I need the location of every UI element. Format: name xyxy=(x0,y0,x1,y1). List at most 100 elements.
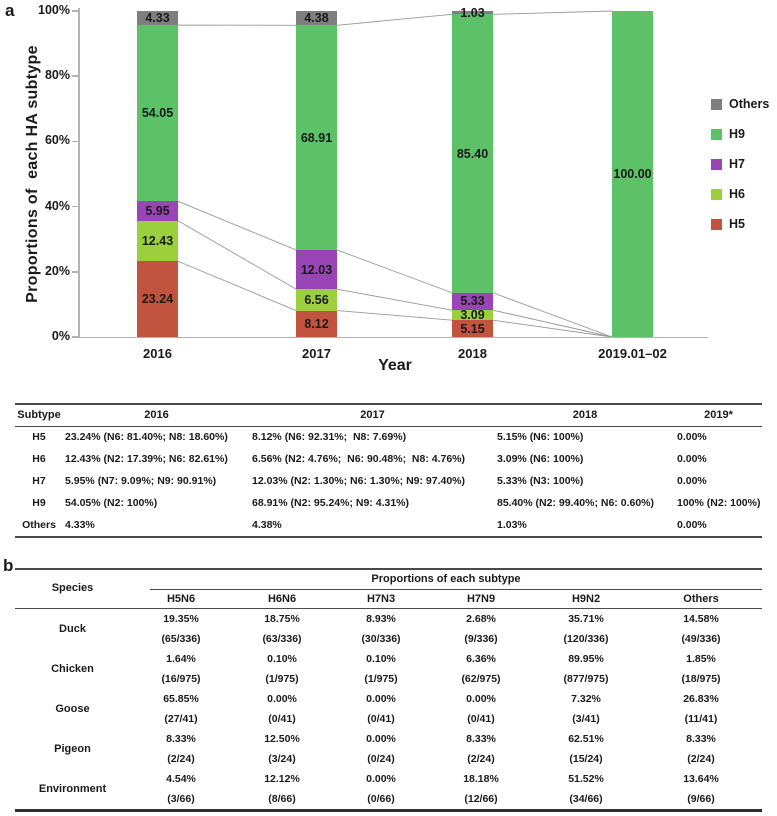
count-cell: (0/41) xyxy=(367,713,395,725)
legend-swatch-h9 xyxy=(711,129,722,140)
percent-cell: 19.35% xyxy=(163,613,199,625)
count-cell: (3/66) xyxy=(167,793,195,805)
count-cell: (12/66) xyxy=(464,793,498,805)
bar-segment-label: 54.05 xyxy=(141,106,174,121)
species-cell: Goose xyxy=(55,703,90,715)
legend-label: Others xyxy=(729,97,770,112)
species-cell: Environment xyxy=(38,783,107,795)
percent-cell: 0.00% xyxy=(366,693,396,705)
legend-label: H9 xyxy=(729,127,745,142)
bar-segment-h6 xyxy=(452,310,493,321)
value-cell: 0.00% xyxy=(677,475,707,487)
bar-segment-label: 8.12 xyxy=(304,316,329,331)
percent-cell: 6.36% xyxy=(466,653,496,665)
table-a-top-rule xyxy=(15,403,762,405)
subtype-column-header-cell: H7N9 xyxy=(466,592,496,605)
connector-line xyxy=(492,309,613,338)
percent-cell: 8.33% xyxy=(466,733,496,745)
count-cell: (8/66) xyxy=(268,793,296,805)
connector-line xyxy=(336,288,453,311)
value-cell: 5.33% (N3: 100%) xyxy=(497,475,584,487)
percent-cell: 26.83% xyxy=(683,693,719,705)
table-a-header-row: Subtype 2016 2017 2018 2019* xyxy=(15,405,762,425)
value-cell: 6.56% (N2: 4.76%; N6: 90.48%; N8: 4.76%) xyxy=(252,453,466,465)
connector-line xyxy=(492,292,613,338)
count-cell: (120/336) xyxy=(563,633,609,645)
table-row: Duck 19.35% 18.75% 8.93% 2.68% 35.71% 14.58% (6… xyxy=(15,609,762,649)
count-cell: (3/24) xyxy=(268,753,296,765)
table-a-header-rule xyxy=(15,425,762,427)
bar-segment-h7 xyxy=(137,201,178,221)
count-cell: (27/41) xyxy=(164,713,198,725)
value-cell: 4.33% xyxy=(65,519,95,531)
table-a-header-cell: Subtype xyxy=(17,409,61,421)
table-row: Chicken 1.64% 0.10% 0.10% 6.36% 89.95% 1.85% (1… xyxy=(15,649,762,689)
y-tick-mark xyxy=(72,75,79,77)
count-cell: (62/975) xyxy=(461,673,501,685)
table-row: Others 4.33% 4.38% 1.03% 0.00% xyxy=(15,514,762,536)
bar-segment-h9 xyxy=(612,11,653,337)
connector-line xyxy=(177,260,297,311)
count-cell: (15/24) xyxy=(569,753,603,765)
panel-b-label: b xyxy=(3,556,14,575)
percent-cell: 62.51% xyxy=(568,733,604,745)
count-cell: (30/336) xyxy=(361,633,401,645)
connector-line xyxy=(177,220,297,290)
bar-segment-others xyxy=(296,11,337,26)
value-cell: 100% (N2: 100%) xyxy=(677,497,761,509)
bar-segment-h7 xyxy=(452,292,493,311)
percent-cell: 18.75% xyxy=(264,613,300,625)
connector-line xyxy=(492,10,613,15)
bar-segment-label: 68.91 xyxy=(300,130,333,145)
percent-cell: 18.18% xyxy=(463,773,499,785)
percent-cell: 89.95% xyxy=(568,653,604,665)
bar-segment-h5 xyxy=(452,320,493,337)
bar-segment-h9 xyxy=(296,25,337,250)
count-cell: (9/66) xyxy=(687,793,715,805)
bar-segment-label: 100.00 xyxy=(613,167,652,181)
ha-subtype-stacked-bar-chart: Proportions of each HA subtype 23.24 12.4… xyxy=(0,0,777,400)
subtype-cell: H7 xyxy=(32,475,46,487)
value-cell: 68.91% (N2: 95.24%; N9: 4.31%) xyxy=(252,497,409,509)
subtype-cell: H9 xyxy=(32,497,46,509)
percent-cell: 8.93% xyxy=(366,613,396,625)
percent-cell: 12.50% xyxy=(264,733,300,745)
bar-segment-label: 5.33 xyxy=(460,294,485,309)
bar-segment-others xyxy=(452,11,493,15)
y-tick-label: 20% xyxy=(44,263,70,278)
y-tick-label: 60% xyxy=(44,133,70,148)
y-tick-mark xyxy=(72,10,79,12)
x-axis-title: Year xyxy=(378,357,412,374)
percent-cell: 35.71% xyxy=(568,613,604,625)
percent-cell: 12.12% xyxy=(264,773,300,785)
bar-segment-label: 23.24 xyxy=(141,292,174,307)
table-row: H6 12.43% (N2: 17.39%; N6: 82.61%) 6.56% (… xyxy=(15,448,762,470)
subtype-column-header-cell: Others xyxy=(683,592,719,605)
table-b-top-rule xyxy=(15,568,762,570)
count-cell: (34/66) xyxy=(569,793,603,805)
table-b-bottom-rule xyxy=(15,809,762,812)
count-cell: (0/66) xyxy=(367,793,395,805)
y-tick-mark xyxy=(72,336,79,338)
connector-line xyxy=(336,13,453,26)
bar-segment-h7 xyxy=(296,249,337,290)
table-b-subheader-row: H5N6 H6N6 H7N3 H7N9 H9N2 Others xyxy=(15,590,762,607)
percent-cell: 2.68% xyxy=(466,613,496,625)
percent-cell: 65.85% xyxy=(163,693,199,705)
table-row: H5 23.24% (N6: 81.40%; N8: 18.60%) 8.12% (… xyxy=(15,426,762,448)
value-cell: 4.38% xyxy=(252,519,282,531)
count-cell: (18/975) xyxy=(681,673,721,685)
legend-item-h7: H7 xyxy=(711,158,769,171)
percent-cell: 4.54% xyxy=(166,773,196,785)
table-row: H9 54.05% (N2: 100%) 68.91% (N2: 95.24%; N… xyxy=(15,492,762,514)
bar-segment-h6 xyxy=(296,289,337,311)
count-cell: (1/975) xyxy=(265,673,299,685)
bar-segment-label: 5.95 xyxy=(145,204,170,219)
legend-item-h5: H5 xyxy=(711,218,769,231)
value-cell: 0.00% xyxy=(677,453,707,465)
percent-cell: 0.00% xyxy=(466,693,496,705)
y-axis-line xyxy=(78,8,80,338)
bar-segment-label: 6.56 xyxy=(304,292,329,307)
count-cell: (63/336) xyxy=(262,633,302,645)
connector-line xyxy=(492,319,613,338)
